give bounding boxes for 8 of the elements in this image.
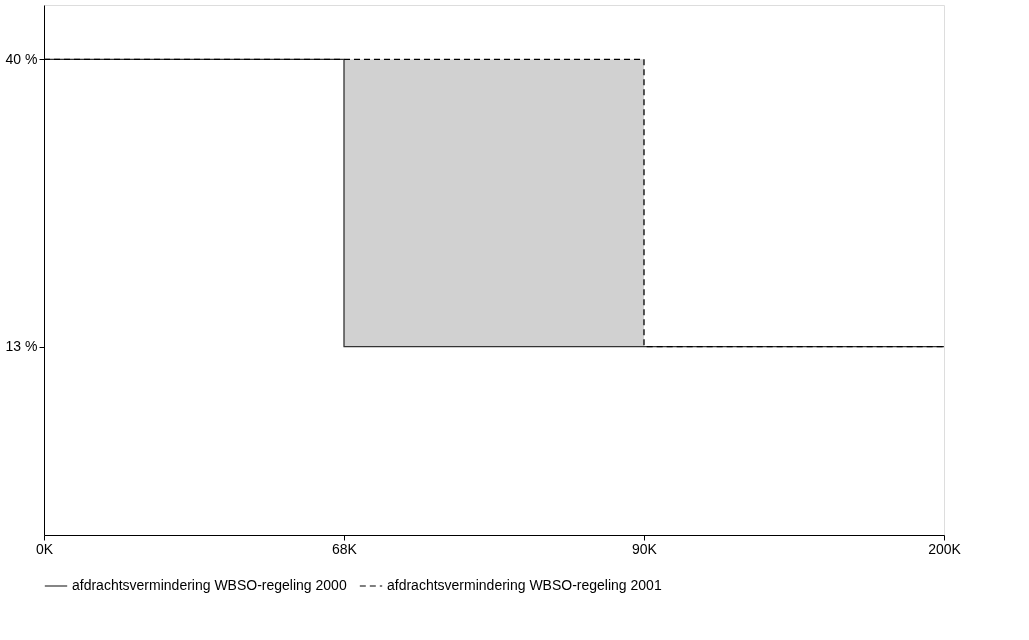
x-tick-label: 68K xyxy=(332,540,358,557)
y-tick-label: 40 % xyxy=(5,50,38,67)
legend-label: afdrachtsvermindering WBSO-regeling 2001 xyxy=(387,577,662,593)
x-tick-label: 200K xyxy=(928,540,962,557)
y-tick-label: 13 % xyxy=(5,338,38,355)
x-tick-label: 90K xyxy=(632,540,658,557)
legend-label: afdrachtsvermindering WBSO-regeling 2000 xyxy=(72,577,347,593)
x-tick-label: 0K xyxy=(35,540,54,557)
